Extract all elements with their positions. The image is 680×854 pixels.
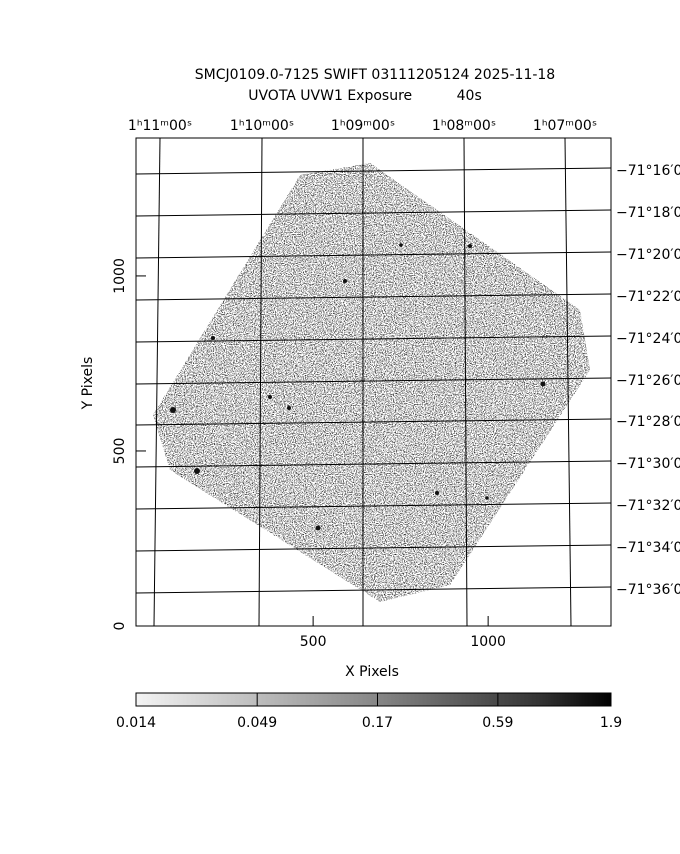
dec-label: −71°32′0 — [616, 498, 680, 514]
chart-title: SMCJ0109.0-7125 SWIFT 03111205124 2025-1… — [195, 67, 555, 83]
dec-grid-line — [135, 335, 612, 343]
dec-grid-line — [135, 544, 612, 552]
sky-grid — [135, 137, 612, 627]
ra-grid-line — [564, 137, 572, 627]
dec-grid-line — [135, 418, 612, 426]
dec-grid-line — [135, 460, 612, 468]
dec-grid-line — [135, 167, 612, 175]
ra-label: 1ʰ09ᵐ00ˢ — [331, 118, 395, 134]
ra-grid-line — [153, 137, 161, 627]
plot-frame — [135, 137, 612, 627]
y-tick-label: 0 — [112, 622, 128, 631]
colorbar-tick-label: 0.17 — [362, 715, 393, 731]
dec-grid-line — [135, 293, 612, 301]
dec-label: −71°18′0 — [616, 205, 680, 221]
dec-label: −71°36′0 — [616, 582, 680, 598]
dec-label: −71°20′0 — [616, 247, 680, 263]
y-axis-label: Y Pixels — [80, 357, 96, 411]
x-tick-label: 1000 — [470, 634, 506, 650]
dec-label: −71°16′0 — [616, 163, 680, 179]
x-tick-label: 500 — [300, 634, 327, 650]
dec-label: −71°22′0 — [616, 289, 680, 305]
colorbar-tick-label: 0.049 — [237, 715, 277, 731]
y-tick-label: 500 — [112, 438, 128, 465]
image-field — [153, 163, 590, 602]
ra-grid-line — [463, 137, 468, 627]
dec-grid-line — [135, 502, 612, 510]
dec-grid-line — [135, 209, 612, 217]
dec-label: −71°34′0 — [616, 540, 680, 556]
dec-label: −71°30′0 — [616, 456, 680, 472]
ra-label: 1ʰ07ᵐ00ˢ — [533, 118, 597, 134]
x-axis-label: X Pixels — [345, 664, 399, 680]
colorbar-tick-label: 0.014 — [116, 715, 156, 731]
ra-label: 1ʰ10ᵐ00ˢ — [230, 118, 294, 134]
colorbar-tick-label: 0.59 — [482, 715, 513, 731]
dec-grid-line — [135, 377, 612, 385]
dec-grid-line — [135, 586, 612, 594]
ra-label: 1ʰ11ᵐ00ˢ — [128, 118, 192, 134]
chart-subtitle: UVOTA UVW1 Exposure 40s — [248, 88, 482, 104]
y-tick-label: 1000 — [112, 258, 128, 294]
colorbar — [135, 692, 612, 707]
dec-label: −71°26′0 — [616, 373, 680, 389]
dec-label: −71°24′0 — [616, 331, 680, 347]
dec-grid-line — [135, 251, 612, 259]
colorbar-tick-label: 1.9 — [600, 715, 622, 731]
ra-label: 1ʰ08ᵐ00ˢ — [432, 118, 496, 134]
dec-label: −71°28′0 — [616, 414, 680, 430]
